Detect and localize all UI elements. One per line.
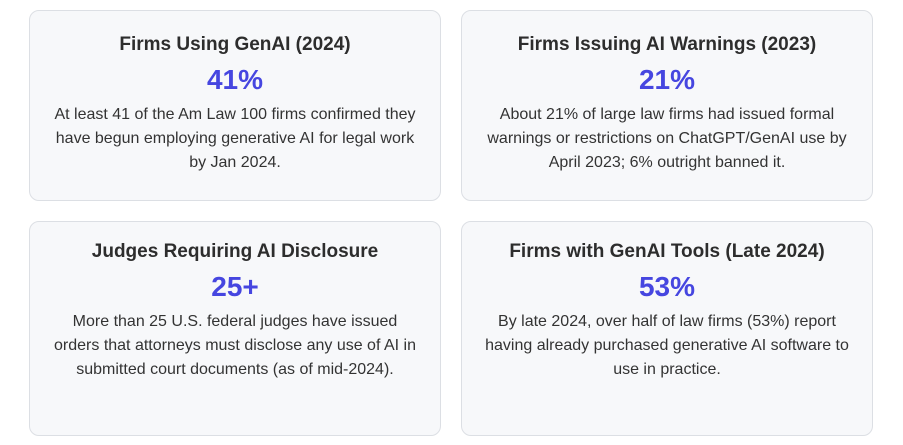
- card-title: Firms Issuing AI Warnings (2023): [517, 34, 817, 55]
- card-description: More than 25 U.S. federal judges have is…: [54, 313, 416, 378]
- stat-card-firms-with-genai-tools: Firms with GenAI Tools (Late 2024) 53% B…: [461, 221, 873, 436]
- stat-card-firms-using-genai: Firms Using GenAI (2024) 41% At least 41…: [29, 10, 441, 201]
- stat-card-judges-requiring-ai-disclosure: Judges Requiring AI Disclosure 25+ More …: [29, 221, 441, 436]
- card-title: Judges Requiring AI Disclosure: [91, 241, 379, 262]
- card-stat-value: 21%: [638, 64, 696, 95]
- card-description: About 21% of large law firms had issued …: [487, 106, 847, 171]
- stat-card-firms-issuing-ai-warnings: Firms Issuing AI Warnings (2023) 21% Abo…: [461, 10, 873, 201]
- card-stat-value: 53%: [638, 271, 696, 302]
- card-description: By late 2024, over half of law firms (53…: [485, 313, 849, 378]
- card-title: Firms with GenAI Tools (Late 2024): [509, 241, 825, 262]
- card-stat-value: 41%: [206, 64, 264, 95]
- card-title: Firms Using GenAI (2024): [119, 34, 351, 55]
- card-stat-value: 25+: [211, 271, 259, 302]
- card-description: At least 41 of the Am Law 100 firms conf…: [54, 106, 416, 171]
